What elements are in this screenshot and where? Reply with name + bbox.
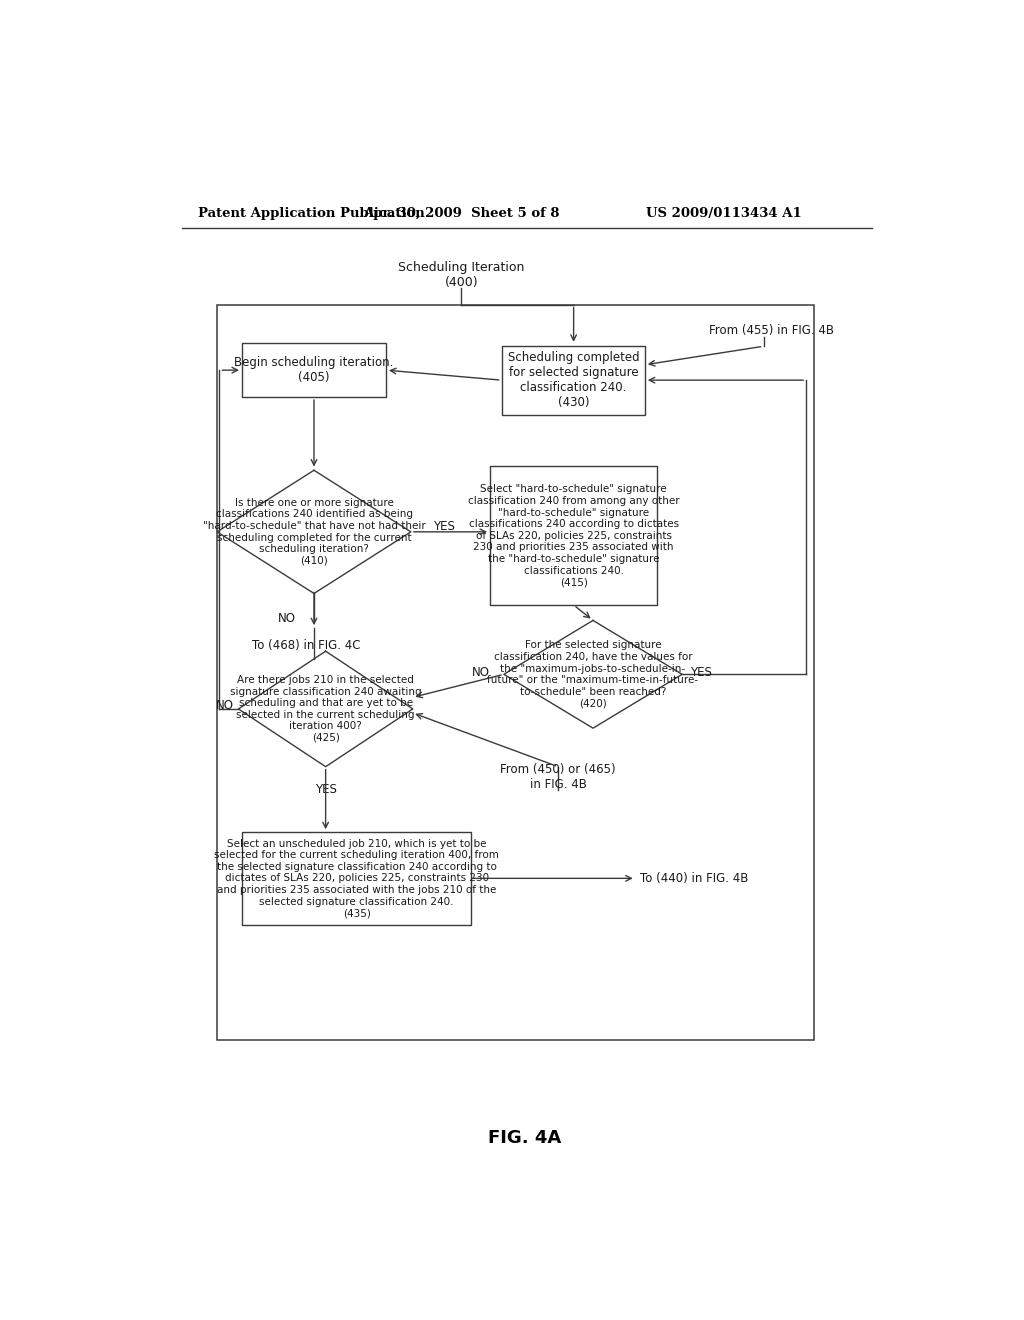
Text: NO: NO: [216, 698, 233, 711]
Text: FIG. 4A: FIG. 4A: [488, 1129, 561, 1147]
Text: Patent Application Publication: Patent Application Publication: [198, 207, 425, 220]
Text: Is there one or more signature
classifications 240 identified as being
"hard-to-: Is there one or more signature classific…: [203, 498, 425, 566]
Bar: [243, 832, 471, 924]
Text: US 2009/0113434 A1: US 2009/0113434 A1: [646, 207, 802, 220]
Text: From (450) or (465)
in FIG. 4B: From (450) or (465) in FIG. 4B: [501, 763, 616, 791]
Bar: [217, 305, 814, 1040]
Text: YES: YES: [432, 520, 455, 533]
Text: NO: NO: [278, 611, 296, 624]
Text: To (440) in FIG. 4B: To (440) in FIG. 4B: [640, 871, 748, 884]
Text: To (468) in FIG. 4C: To (468) in FIG. 4C: [252, 639, 360, 652]
Bar: [490, 466, 657, 605]
Text: Are there jobs 210 in the selected
signature classification 240 awaiting
schedul: Are there jobs 210 in the selected signa…: [229, 675, 422, 743]
Text: YES: YES: [314, 783, 337, 796]
Text: From (455) in FIG. 4B: From (455) in FIG. 4B: [710, 323, 835, 337]
Text: Scheduling Iteration
(400): Scheduling Iteration (400): [398, 261, 524, 289]
Text: NO: NO: [472, 667, 489, 680]
Bar: [243, 343, 386, 397]
Text: Select an unscheduled job 210, which is yet to be
selected for the current sched: Select an unscheduled job 210, which is …: [214, 838, 499, 919]
Bar: [502, 346, 645, 414]
Text: Select "hard-to-schedule" signature
classification 240 from among any other
"har: Select "hard-to-schedule" signature clas…: [468, 484, 680, 587]
Text: Apr. 30, 2009  Sheet 5 of 8: Apr. 30, 2009 Sheet 5 of 8: [362, 207, 559, 220]
Text: For the selected signature
classification 240, have the values for
the "maximum-: For the selected signature classificatio…: [487, 640, 698, 709]
Text: Scheduling completed
for selected signature
classification 240.
(430): Scheduling completed for selected signat…: [508, 351, 639, 409]
Text: Begin scheduling iteration.
(405): Begin scheduling iteration. (405): [234, 356, 393, 384]
Text: YES: YES: [690, 667, 712, 680]
